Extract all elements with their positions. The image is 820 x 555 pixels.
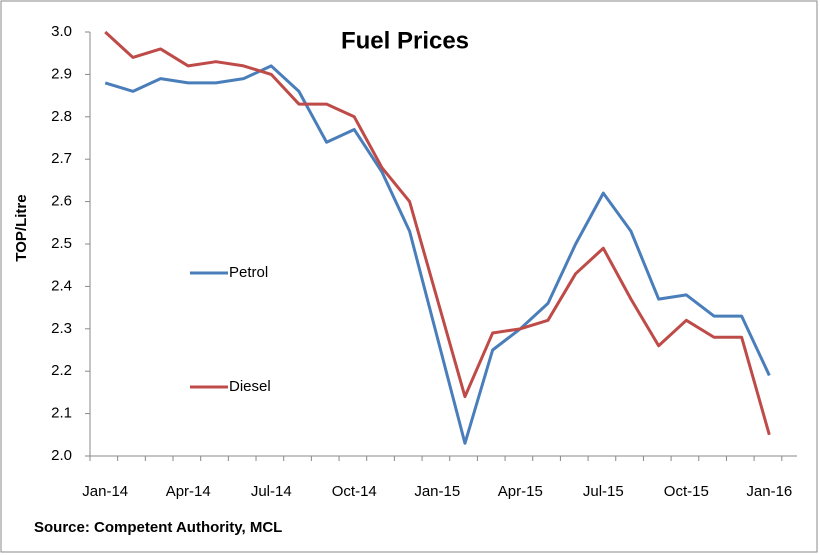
y-tick-label: 2.7: [51, 150, 72, 167]
y-tick-label: 2.1: [51, 405, 72, 422]
x-tick-label: Oct-14: [332, 483, 377, 500]
source-note: Source: Competent Authority, MCL: [34, 519, 282, 536]
y-axis-label: TOP/Litre: [13, 194, 30, 261]
chart-title: Fuel Prices: [341, 27, 469, 54]
y-tick-label: 2.5: [51, 235, 72, 252]
x-tick-label: Oct-15: [664, 483, 709, 500]
y-tick-label: 2.2: [51, 362, 72, 379]
y-tick-label: 2.8: [51, 108, 72, 125]
legend-label: Petrol: [229, 264, 268, 281]
y-tick-label: 2.3: [51, 320, 72, 337]
y-tick-label: 2.9: [51, 65, 72, 82]
x-tick-label: Apr-15: [498, 483, 543, 500]
y-tick-label: 3.0: [51, 23, 72, 40]
x-tick-label: Jan-16: [746, 483, 792, 500]
x-tick-label: Jul-15: [583, 483, 624, 500]
x-tick-label: Jul-14: [251, 483, 292, 500]
x-tick-label: Apr-14: [166, 483, 211, 500]
line-series: [104, 64, 771, 445]
y-tick-label: 2.4: [51, 277, 72, 294]
y-tick-label: 2.0: [51, 447, 72, 464]
line-series: [104, 30, 771, 436]
x-tick-label: Jan-14: [82, 483, 128, 500]
x-tick-label: Jan-15: [414, 483, 460, 500]
y-tick-label: 2.6: [51, 193, 72, 210]
legend-label: Diesel: [229, 378, 271, 395]
